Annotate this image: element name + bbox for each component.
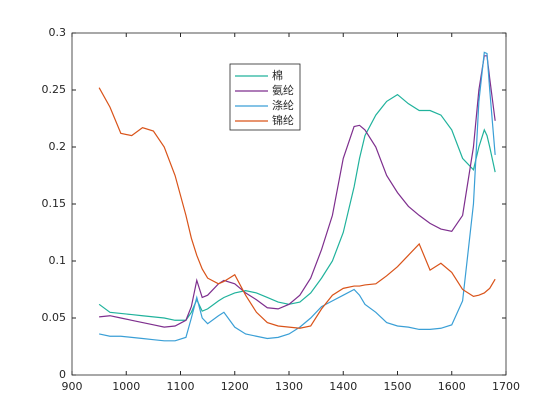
y-tick-label: 0.05 bbox=[42, 311, 67, 324]
x-tick-label: 1000 bbox=[112, 380, 140, 393]
y-tick-label: 0.2 bbox=[49, 140, 67, 153]
y-tick-label: 0.15 bbox=[42, 197, 67, 210]
y-tick-label: 0.1 bbox=[49, 254, 67, 267]
y-tick-label: 0.25 bbox=[42, 83, 67, 96]
y-tick-label: 0 bbox=[59, 368, 66, 381]
series-line bbox=[99, 55, 496, 328]
legend-label: 锦纶 bbox=[272, 113, 294, 127]
axes-box bbox=[71, 32, 507, 376]
x-tick-label: 1500 bbox=[384, 380, 412, 393]
legend-label: 氨纶 bbox=[272, 83, 294, 97]
series-line bbox=[99, 51, 496, 342]
x-tick-label: 1700 bbox=[492, 380, 520, 393]
legend-label: 棉 bbox=[272, 68, 283, 82]
series-line bbox=[98, 93, 496, 321]
legend-label: 涤纶 bbox=[272, 98, 294, 112]
x-tick-label: 1400 bbox=[329, 380, 357, 393]
x-tick-label: 1600 bbox=[438, 380, 466, 393]
x-tick-label: 1100 bbox=[167, 380, 195, 393]
series-line bbox=[98, 87, 496, 329]
legend-box bbox=[229, 63, 301, 131]
x-tick-label: 1200 bbox=[221, 380, 249, 393]
y-tick-label: 0.3 bbox=[49, 26, 67, 39]
x-tick-label: 1300 bbox=[275, 380, 303, 393]
x-tick-label: 900 bbox=[62, 380, 83, 393]
